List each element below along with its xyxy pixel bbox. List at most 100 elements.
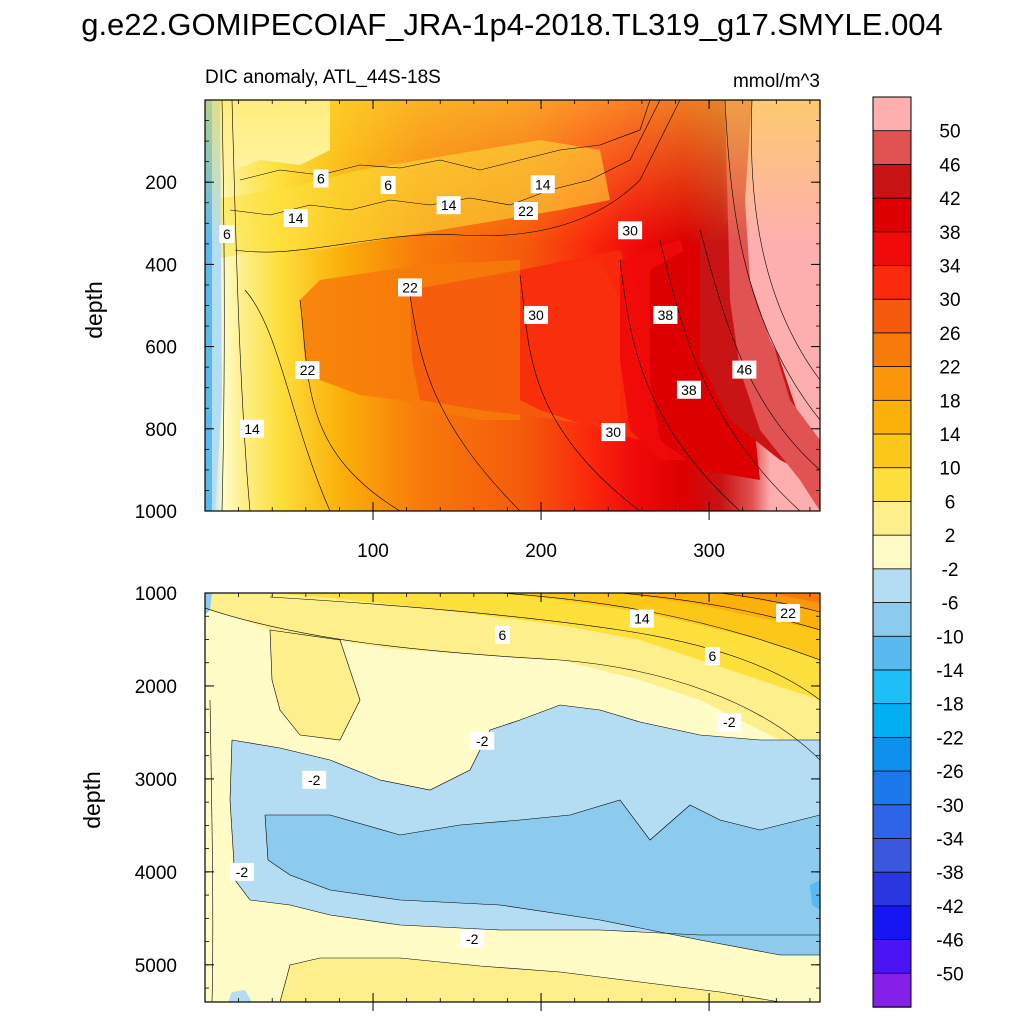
- contour-label-box: [302, 770, 327, 789]
- upper-y-axis: 200 400 600 800 1000: [135, 99, 820, 523]
- colorbar-label: 50: [939, 122, 960, 143]
- y-tick-label: 1000: [135, 584, 177, 605]
- y-tick-label: 1000: [135, 502, 177, 523]
- contour-label: -2: [460, 929, 485, 948]
- colorbar-swatch: [872, 635, 912, 671]
- colorbar-swatch: [872, 972, 912, 1008]
- contour-label-text: 30: [528, 307, 544, 323]
- contour-label-text: 14: [441, 197, 457, 213]
- colorbar-label: -18: [936, 695, 963, 716]
- contour-label-text: 6: [709, 648, 717, 664]
- x-tick-label: 300: [693, 541, 725, 562]
- colorbar-swatch: [872, 164, 912, 199]
- contour-label-box: [653, 305, 678, 324]
- contour-label-box: [776, 603, 801, 622]
- contour-label-text: 6: [317, 171, 325, 187]
- colorbar-label: -34: [936, 829, 964, 850]
- contour-label-box: [629, 609, 654, 628]
- contour-label-text: -2: [476, 733, 489, 749]
- contour-label-box: [494, 625, 510, 644]
- colorbar-label: -38: [936, 863, 963, 884]
- colorbar-swatch: [872, 804, 912, 840]
- contour-label-text: 22: [780, 605, 796, 621]
- contour-label-box: [229, 862, 254, 881]
- contour-label: 22: [776, 603, 801, 622]
- colorbar-label: 22: [939, 358, 960, 379]
- colorbar-swatch: [872, 838, 912, 873]
- colorbar-label: 46: [939, 155, 960, 176]
- y-tick-label: 200: [145, 173, 177, 194]
- colorbar-label: -46: [936, 931, 963, 952]
- contour-label-box: [436, 196, 461, 215]
- colorbar-label: -22: [936, 728, 963, 749]
- contour-label-text: 30: [606, 424, 622, 440]
- colorbar-label: -6: [942, 594, 959, 615]
- contour-label-box: [313, 169, 329, 188]
- colorbar-label: 10: [939, 459, 960, 480]
- contour-label-box: [398, 278, 422, 297]
- lower-contour-labels: 6 6 14 22 -2 -2 -2 -2 -2: [229, 603, 801, 948]
- colorbar-swatch: [872, 366, 912, 402]
- y-tick-label: 2000: [135, 677, 177, 698]
- contour-label: 14: [436, 196, 461, 215]
- contour-label-box: [295, 361, 320, 380]
- x-tick-label: 100: [357, 541, 389, 562]
- lower-panel: 1000 2000 3000 4000 5000 6 6 14 22 -2 -2 -2 -2 -2 de…: [79, 584, 821, 1011]
- colorbar-swatch: [872, 568, 912, 604]
- colorbar-label: 14: [939, 425, 961, 446]
- colorbar-swatch: [872, 501, 912, 536]
- colorbar-swatch: [872, 433, 912, 469]
- upper-y-label: depth: [81, 281, 107, 339]
- y-tick-label: 800: [145, 420, 177, 441]
- contour-label-text: 30: [622, 222, 638, 238]
- colorbar-label: -42: [936, 897, 963, 918]
- contour-label: -2: [229, 862, 254, 881]
- colorbar-label: -2: [942, 560, 959, 581]
- colorbar-swatch: [872, 736, 912, 772]
- colorbar-swatch: [872, 871, 912, 907]
- colorbar-label: -50: [936, 964, 963, 985]
- contour-label-box: [732, 360, 757, 379]
- y-tick-label: 600: [145, 338, 177, 359]
- colorbar-swatch: [872, 332, 912, 368]
- contour-label-text: -2: [466, 931, 479, 947]
- contour-label-box: [283, 208, 308, 227]
- colorbar-label: 42: [939, 189, 960, 210]
- colorbar-swatch: [872, 197, 912, 233]
- contour-label: 30: [601, 423, 626, 442]
- colorbar-label: -14: [936, 661, 964, 682]
- contour-label-text: 38: [658, 307, 674, 323]
- colorbar-swatch: [872, 939, 912, 974]
- contour-label: 38: [676, 380, 701, 399]
- contour-label: 14: [629, 609, 654, 628]
- colorbar-swatch: [872, 534, 912, 570]
- contour-label-text: 38: [681, 382, 697, 398]
- contour-label: 22: [295, 361, 320, 380]
- lower-contour-field: [205, 593, 820, 1002]
- colorbar-label: 6: [945, 492, 956, 513]
- contour-label-text: -2: [308, 772, 321, 788]
- y-tick-label: 4000: [135, 863, 177, 884]
- contour-label-box: [717, 713, 742, 732]
- contour-label-text: 22: [300, 362, 316, 378]
- contour-label-box: [470, 731, 495, 750]
- colorbar-label: -30: [936, 796, 963, 817]
- colorbar-label: 30: [939, 290, 960, 311]
- contour-label: 30: [618, 221, 643, 240]
- x-tick-label: 200: [525, 541, 557, 562]
- upper-panel-frame: [204, 99, 821, 512]
- contour-label-box: [240, 419, 265, 438]
- colorbar: 50 46 42 38 34 30 26 22 18 14 10 6 2 -2 -6 -10 -14 -18 -22…: [872, 96, 964, 1008]
- contour-label-box: [618, 221, 643, 240]
- colorbar-swatch: [872, 265, 912, 300]
- contour-label: 6: [313, 169, 329, 188]
- contour-label-text: 6: [223, 226, 231, 242]
- contour-label-text: 22: [518, 203, 534, 219]
- contour-label-box: [219, 224, 235, 243]
- contour-label-text: 46: [737, 362, 753, 378]
- colorbar-label: 2: [945, 526, 956, 547]
- contour-label-box: [601, 423, 626, 442]
- contour-label: 14: [530, 175, 555, 194]
